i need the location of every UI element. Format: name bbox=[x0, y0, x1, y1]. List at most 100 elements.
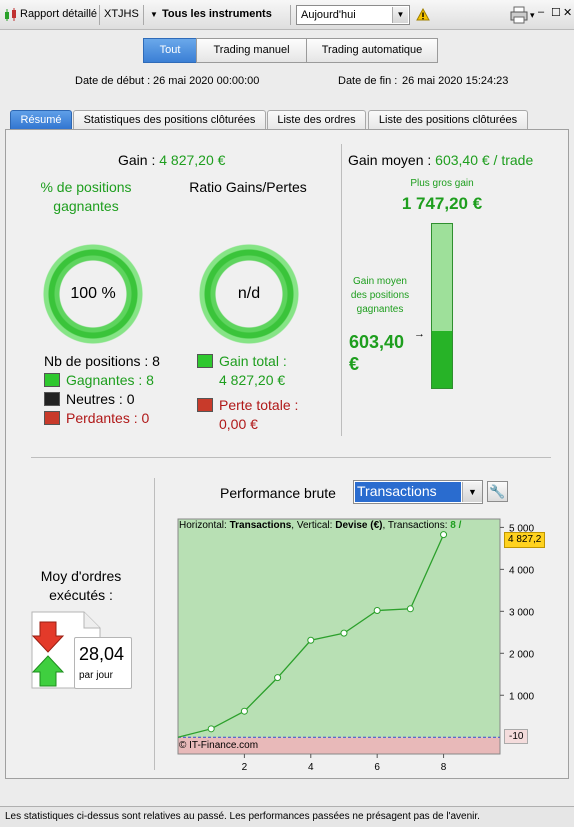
neutral-count: Neutres : 0 bbox=[66, 391, 135, 407]
chart-header-t: , Transactions: bbox=[382, 520, 448, 531]
low-value-badge: -10 bbox=[504, 729, 529, 744]
chart-y-tick-label: 2 000 bbox=[509, 649, 534, 660]
mode-auto-button[interactable]: Trading automatique bbox=[306, 38, 438, 63]
avg-winners-label: Gain moyen des positions gagnantes bbox=[350, 276, 410, 315]
total-gain-value: 4 827,20 € bbox=[219, 372, 286, 388]
avg-gain-bar-fill bbox=[432, 331, 452, 388]
total-loss-legend-swatch bbox=[197, 398, 213, 412]
chart-y-tick-label: 3 000 bbox=[509, 607, 534, 618]
nb-positions: Nb de positions : 8 bbox=[44, 353, 160, 369]
chart-data-point bbox=[406, 605, 414, 613]
summary-panel: Gain : 4 827,20 € % de positions gagnant… bbox=[5, 129, 569, 779]
toolbar: Rapport détaillé XTJHS ▼ Tous les instru… bbox=[0, 0, 574, 30]
winners-legend-swatch bbox=[44, 373, 60, 387]
instruments-dropdown[interactable]: Tous les instruments bbox=[162, 8, 272, 20]
orders-value: 28,04 bbox=[79, 644, 125, 664]
total-loss-value: 0,00 € bbox=[219, 416, 258, 432]
chart-data-point bbox=[207, 725, 215, 733]
chart-data-point bbox=[340, 629, 348, 637]
winners-count: Gagnantes : 8 bbox=[66, 372, 154, 388]
tab-closed-stats[interactable]: Statistiques des positions clôturées bbox=[73, 110, 266, 130]
start-date-label: Date de début : bbox=[75, 75, 151, 87]
mode-all-button[interactable]: Tout bbox=[143, 38, 197, 63]
performance-title: Performance brute bbox=[220, 485, 336, 501]
orders-title: Moy d'ordres exécutés : bbox=[40, 568, 122, 603]
neutral-legend-swatch bbox=[44, 392, 60, 406]
chart-header-v-value: Devise (€) bbox=[335, 520, 383, 531]
chart-header: Horizontal: Transactions, Vertical: Devi… bbox=[179, 520, 461, 531]
section-divider bbox=[31, 457, 551, 458]
performance-select-value: Transactions bbox=[355, 482, 461, 502]
ratio-value: n/d bbox=[237, 285, 261, 302]
chart-header-v: , Vertical: bbox=[291, 520, 333, 531]
chart-x-tick-label: 6 bbox=[374, 762, 380, 773]
avg-gain-bar bbox=[431, 223, 453, 389]
chevron-down-icon[interactable]: ▼ bbox=[462, 482, 482, 502]
arrow-right-icon: → bbox=[414, 328, 425, 340]
close-icon[interactable]: ✕ bbox=[563, 7, 573, 19]
wrench-icon[interactable]: 🔧 bbox=[487, 481, 508, 502]
pct-winners-gauge: 100 % bbox=[43, 244, 143, 344]
chart-x-tick-label: 4 bbox=[308, 762, 314, 773]
last-value-badge: 4 827,2 bbox=[504, 532, 546, 548]
gain-heading: Gain : 4 827,20 € bbox=[118, 152, 225, 168]
footer-disclaimer: Les statistiques ci-dessus sont relative… bbox=[0, 806, 574, 827]
chart-data-point bbox=[373, 606, 381, 614]
chart-positive-area bbox=[178, 519, 500, 738]
chart-header-h-value: Transactions bbox=[229, 520, 292, 531]
end-date-label: Date de fin : bbox=[338, 75, 398, 87]
section-divider bbox=[154, 478, 155, 770]
printer-icon[interactable] bbox=[510, 6, 528, 24]
tab-closed-positions[interactable]: Liste des positions clôturées bbox=[368, 110, 528, 130]
chevron-down-icon[interactable]: ▼ bbox=[392, 7, 408, 23]
candlestick-icon bbox=[5, 8, 16, 21]
section-divider bbox=[341, 144, 342, 436]
gain-label: Gain : bbox=[118, 152, 156, 168]
chart-data-point bbox=[307, 636, 315, 644]
chart-header-t-value: 8 / bbox=[450, 520, 462, 531]
ratio-gauge: n/d bbox=[199, 244, 299, 344]
minimize-icon[interactable]: – bbox=[538, 6, 545, 18]
tab-summary[interactable]: Résumé bbox=[10, 110, 72, 130]
period-select-value: Aujourd'hui bbox=[301, 9, 356, 21]
dropdown-arrow-icon[interactable]: ▾ bbox=[530, 10, 535, 20]
chart-y-tick-label: 1 000 bbox=[509, 691, 534, 702]
start-date-value: 26 mai 2020 00:00:00 bbox=[153, 75, 260, 87]
performance-select[interactable]: Transactions ▼ bbox=[353, 480, 483, 504]
chart-data-point bbox=[240, 707, 248, 715]
avg-gain-value: 603,40 € / trade bbox=[435, 152, 534, 168]
warning-icon[interactable] bbox=[416, 8, 430, 21]
total-loss-label: Perte totale : bbox=[219, 397, 299, 413]
chart-plot-border bbox=[177, 518, 501, 755]
losers-legend-swatch bbox=[44, 411, 60, 425]
chart-header-h: Horizontal: bbox=[179, 520, 227, 531]
chart-y-tick-label: 5 000 bbox=[509, 523, 534, 534]
period-select[interactable]: Aujourd'hui ▼ bbox=[296, 5, 410, 25]
maximize-icon[interactable]: ☐ bbox=[551, 7, 561, 19]
toolbar-separator bbox=[143, 5, 144, 25]
account-button[interactable]: XTJHS bbox=[104, 8, 139, 20]
tab-orders[interactable]: Liste des ordres bbox=[267, 110, 366, 130]
chart-y-tick-label: 4 000 bbox=[509, 565, 534, 576]
avg-winners-value: 603,40 € bbox=[349, 332, 405, 374]
avg-gain-heading: Gain moyen : 603,40 € / trade bbox=[348, 152, 533, 168]
ratio-title: Ratio Gains/Pertes bbox=[189, 179, 307, 195]
orders-value-box: 28,04 par jour bbox=[74, 637, 132, 689]
best-gain-label: Plus gros gain bbox=[410, 178, 474, 189]
chart-watermark: © IT-Finance.com bbox=[179, 740, 259, 751]
best-gain-value: 1 747,20 € bbox=[401, 194, 483, 213]
losers-count: Perdantes : 0 bbox=[66, 410, 150, 426]
chart-x-tick-label: 8 bbox=[441, 762, 447, 773]
toolbar-separator bbox=[290, 5, 291, 25]
end-date-value: 26 mai 2020 15:24:23 bbox=[402, 75, 509, 87]
mode-manual-button[interactable]: Trading manuel bbox=[196, 38, 307, 63]
total-gain-label: Gain total : bbox=[219, 353, 287, 369]
performance-chart: 1 000 2 000 3 000 4 000 5 000 2 4 6 8 bbox=[177, 518, 534, 773]
report-button[interactable]: Rapport détaillé bbox=[20, 8, 98, 20]
chart-data-point bbox=[274, 674, 282, 682]
chart-x-tick-label: 2 bbox=[242, 762, 248, 773]
chart-data-point bbox=[440, 531, 448, 539]
pct-winners-title: % de positions gagnantes bbox=[40, 179, 132, 214]
gain-value: 4 827,20 € bbox=[159, 152, 226, 168]
avg-gain-label: Gain moyen : bbox=[348, 152, 432, 168]
